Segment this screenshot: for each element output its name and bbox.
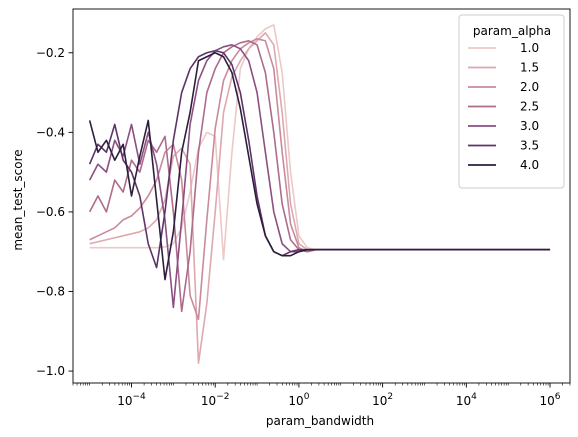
legend-frame xyxy=(458,14,565,189)
y-tick-label: −0.2 xyxy=(36,46,65,60)
series-layer xyxy=(88,24,551,364)
x-axis-title: param_bandwidth xyxy=(266,414,374,428)
axes-frame xyxy=(72,8,571,384)
axes-layer: 10−4 10−2 100 102 104 106 −1.0 −0.8 −0.6 −0.4 −0.2 xyxy=(36,8,571,408)
x-tick-label: 104 xyxy=(456,392,477,408)
x-tick-label: 106 xyxy=(540,392,561,408)
y-tick-label: −1.0 xyxy=(36,364,65,378)
legend-label: 2.0 xyxy=(520,80,539,94)
x-tick-label: 100 xyxy=(288,392,309,408)
legend-title: param_alpha xyxy=(473,24,551,38)
legend-label: 1.5 xyxy=(520,61,539,75)
y-tick-label: −0.4 xyxy=(36,125,65,139)
legend-label: 2.5 xyxy=(520,100,539,114)
legend-label: 4.0 xyxy=(520,158,539,172)
x-tick-label: 10−4 xyxy=(117,392,146,408)
legend-label: 3.0 xyxy=(520,119,539,133)
y-axis-title: mean_test_score xyxy=(11,149,25,250)
x-tick-label: 10−2 xyxy=(201,392,230,408)
y-tick-label: −0.6 xyxy=(36,205,65,219)
legend-label: 3.5 xyxy=(520,139,539,153)
legend-label: 1.0 xyxy=(520,41,539,55)
legend-items: 1.0 1.5 2.0 2.5 3.0 3.5 4.0 xyxy=(468,41,539,172)
x-tick-label: 102 xyxy=(372,392,393,408)
series-line-4.0 xyxy=(88,51,551,281)
legend: param_alpha 1.0 1.5 2.0 2.5 3.0 3.5 4.0 xyxy=(458,14,565,189)
y-tick-label: −0.8 xyxy=(36,284,65,298)
